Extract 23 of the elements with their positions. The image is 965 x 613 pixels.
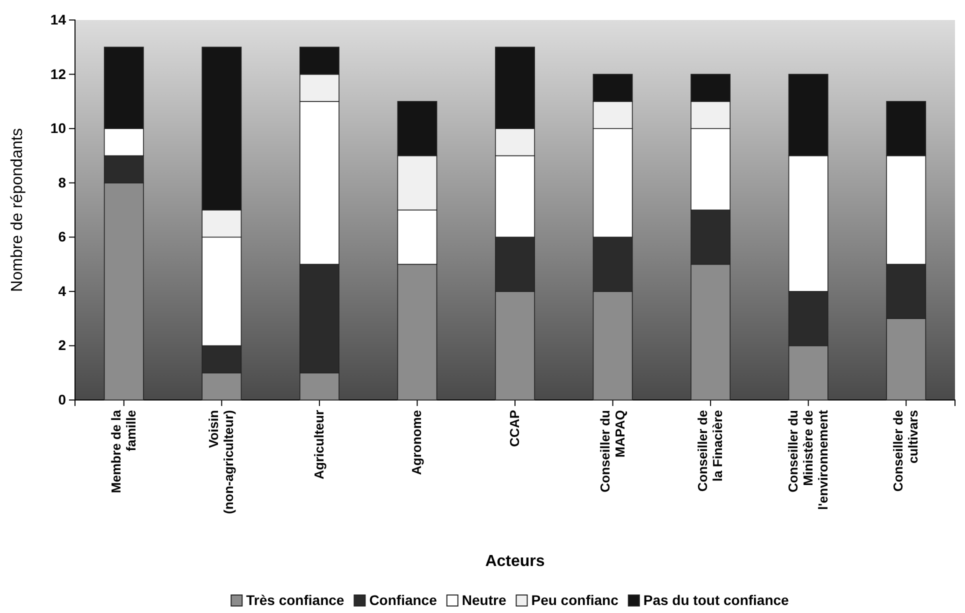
y-axis-title: Nombre de répondants — [9, 128, 26, 292]
legend-label: Très confiance — [246, 592, 344, 608]
legend-label: Peu confianc — [531, 592, 619, 608]
x-axis-title: Acteurs — [485, 553, 545, 570]
y-tick-label: 0 — [58, 391, 66, 408]
y-tick-label: 4 — [58, 282, 66, 299]
legend-label: Neutre — [462, 592, 506, 608]
y-tick-label: 14 — [50, 11, 66, 28]
y-tick-label: 12 — [50, 66, 66, 82]
y-tick-label: 8 — [58, 174, 66, 190]
x-tick-label: Conseiller du MAPAQ — [597, 410, 628, 492]
x-tick-label: Conseiller de cultivars — [890, 410, 921, 492]
x-tick-label: Membre de la famille — [108, 409, 138, 494]
legend-label: Confiance — [369, 592, 438, 608]
legend-label: Pas du tout confiance — [643, 592, 790, 608]
y-tick-label: 10 — [50, 120, 66, 136]
x-tick-label: Conseiller de la Finacière — [695, 410, 726, 492]
y-tick-label: 6 — [58, 228, 66, 245]
x-tick-label: Voisin (non-agriculteur) — [206, 410, 236, 514]
y-tick-label: 2 — [58, 337, 66, 354]
x-tick-label: CCAP — [507, 410, 522, 447]
x-tick-label: Agronome — [409, 410, 424, 475]
x-tick-label: Agriculteur — [311, 410, 326, 480]
